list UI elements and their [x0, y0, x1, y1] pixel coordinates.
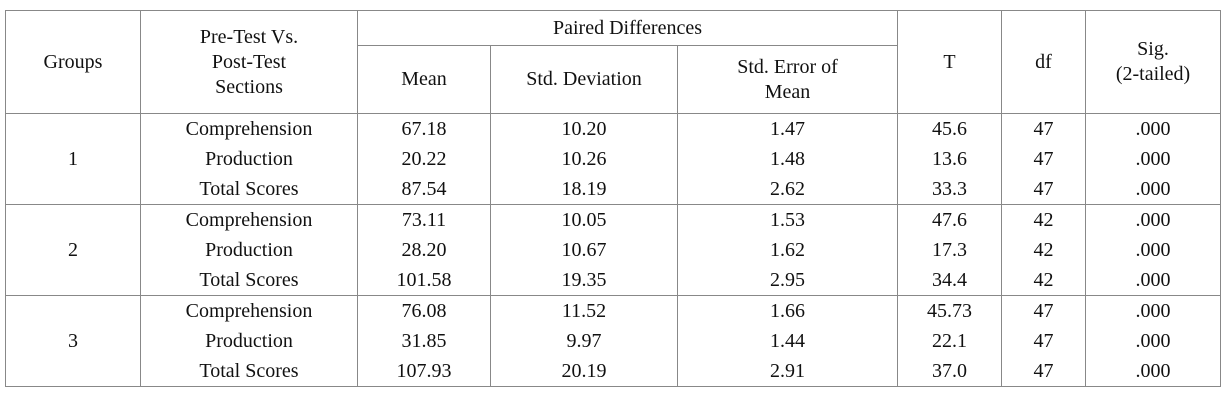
- cell: 45.73: [897, 295, 1003, 326]
- cell: 76.08: [357, 295, 491, 326]
- cell: 47: [1001, 356, 1087, 387]
- cell: 1.48: [676, 144, 899, 174]
- cell: 10.20: [490, 113, 678, 144]
- header-row: Mean Std. Deviation Std. Error of Mean: [6, 45, 1221, 114]
- cell: Comprehension: [140, 204, 358, 235]
- cell: 34.4: [897, 265, 1003, 296]
- cell: 11.52: [490, 295, 678, 326]
- cell: 22.1: [897, 326, 1003, 356]
- cell: Total Scores: [140, 356, 358, 387]
- header-cell: T: [897, 10, 1003, 114]
- body-row: Total Scores 101.58 19.35 2.95 34.4 42.000: [6, 265, 1222, 296]
- cell: Production: [140, 144, 358, 174]
- cell: 47: [1001, 113, 1087, 144]
- cell: 10.67: [490, 235, 678, 265]
- header-cell: Std. Error of Mean: [676, 45, 899, 114]
- cell: 47: [1001, 326, 1087, 356]
- cell: .000: [1085, 295, 1222, 326]
- cell: 10.05: [490, 204, 678, 235]
- cell: 42: [1001, 204, 1087, 235]
- cell: 9.97: [490, 326, 678, 356]
- cell: 107.93: [357, 356, 491, 387]
- cell: .000: [1085, 174, 1222, 205]
- cell: 47: [1001, 144, 1087, 174]
- cell: 2.62: [676, 174, 899, 205]
- cell: 18.19: [490, 174, 678, 205]
- cell: Comprehension: [140, 113, 358, 144]
- body-row: Production 31.85 9.97 1.44 22.1 47.000: [6, 326, 1222, 356]
- cell: 47: [1001, 174, 1087, 205]
- cell: 17.3: [897, 235, 1003, 265]
- cell: 20.19: [490, 356, 678, 387]
- cell: .000: [1085, 113, 1222, 144]
- cell: 1.44: [676, 326, 899, 356]
- header-cell: Groups: [5, 10, 141, 114]
- cell: 67.18: [357, 113, 491, 144]
- table-body: Groups Pre-Test Vs. Post-Test Sections P…: [5, 10, 1222, 387]
- cell: 31.85: [357, 326, 491, 356]
- group-cell: 3: [5, 295, 141, 387]
- cell: Production: [140, 235, 358, 265]
- cell: 33.3: [897, 174, 1003, 205]
- cell: .000: [1085, 204, 1222, 235]
- body-row: Production 20.22 10.26 1.48 13.6 47.000: [6, 144, 1222, 174]
- header-cell: Pre-Test Vs. Post-Test Sections: [140, 10, 358, 114]
- cell: 20.22: [357, 144, 491, 174]
- cell: 45.6: [897, 113, 1003, 144]
- cell: 10.26: [490, 144, 678, 174]
- cell: Total Scores: [140, 265, 358, 296]
- header-cell: Sig. (2-tailed): [1085, 10, 1222, 114]
- body-row: 2 Comprehension 73.11 10.05 1.53 47.6 42.000: [5, 204, 1222, 296]
- cell: 42: [1001, 265, 1087, 296]
- group-cell: 2: [5, 204, 141, 296]
- cell: 37.0: [897, 356, 1003, 387]
- results-table: Groups Pre-Test Vs. Post-Test Sections P…: [5, 10, 1222, 387]
- body-row: 3 Comprehension 76.08 11.52 1.66 45.73 47.000: [5, 295, 1222, 387]
- cell: 2.95: [676, 265, 899, 296]
- cell: 42: [1001, 235, 1087, 265]
- body-row: 1 Comprehension 67.18 10.20 1.47 45.6 47.000: [5, 113, 1222, 205]
- cell: 1.62: [676, 235, 899, 265]
- cell: Production: [140, 326, 358, 356]
- header-cell: Std. Deviation: [490, 45, 678, 114]
- cell: .000: [1085, 144, 1222, 174]
- cell: .000: [1085, 326, 1222, 356]
- cell: 19.35: [490, 265, 678, 296]
- cell: Total Scores: [140, 174, 358, 205]
- body-row: Production 28.20 10.67 1.62 17.3 42.000: [6, 235, 1222, 265]
- cell: .000: [1085, 265, 1222, 296]
- cell: Comprehension: [140, 295, 358, 326]
- group-cell: 1: [5, 113, 141, 205]
- cell: 1.47: [676, 113, 899, 144]
- cell: 1.53: [676, 204, 899, 235]
- cell: 101.58: [357, 265, 491, 296]
- cell: .000: [1085, 356, 1222, 387]
- cell: 28.20: [357, 235, 491, 265]
- cell: 13.6: [897, 144, 1003, 174]
- body-row: Total Scores 87.54 18.19 2.62 33.3 47.000: [6, 174, 1222, 205]
- body-row: Total Scores 107.93 20.19 2.91 37.0 47.000: [6, 356, 1222, 387]
- header-cell: Paired Differences: [356, 10, 899, 46]
- cell: 47: [1001, 295, 1087, 326]
- cell: 73.11: [357, 204, 491, 235]
- cell: .000: [1085, 235, 1222, 265]
- header-row: Groups Pre-Test Vs. Post-Test Sections P…: [5, 10, 1222, 114]
- header-cell: Mean: [357, 45, 491, 114]
- cell: 47.6: [897, 204, 1003, 235]
- cell: 2.91: [676, 356, 899, 387]
- header-cell: df: [1001, 10, 1087, 114]
- cell: 87.54: [357, 174, 491, 205]
- cell: 1.66: [676, 295, 899, 326]
